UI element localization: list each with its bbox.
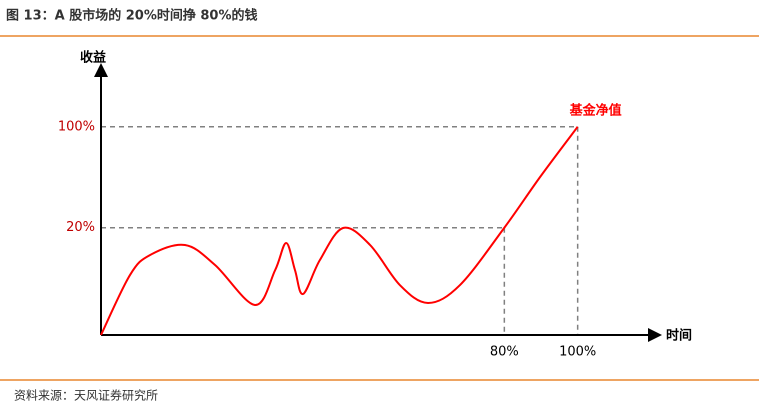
series-label: 基金净值 bbox=[569, 102, 622, 118]
y-tick-label: 20% bbox=[66, 220, 95, 235]
x-axis-label: 时间 bbox=[666, 328, 692, 344]
chart-title: 图 13：A 股市场的 20%时间挣 80%的钱 bbox=[6, 8, 258, 24]
x-tick-label: 80% bbox=[490, 345, 519, 360]
y-tick-label: 100% bbox=[58, 119, 95, 134]
line-series bbox=[100, 126, 579, 336]
source: 资料来源：天风证券研究所 bbox=[14, 388, 158, 403]
y-axis-label: 收益 bbox=[80, 50, 106, 66]
x-tick-label: 100% bbox=[559, 345, 596, 360]
